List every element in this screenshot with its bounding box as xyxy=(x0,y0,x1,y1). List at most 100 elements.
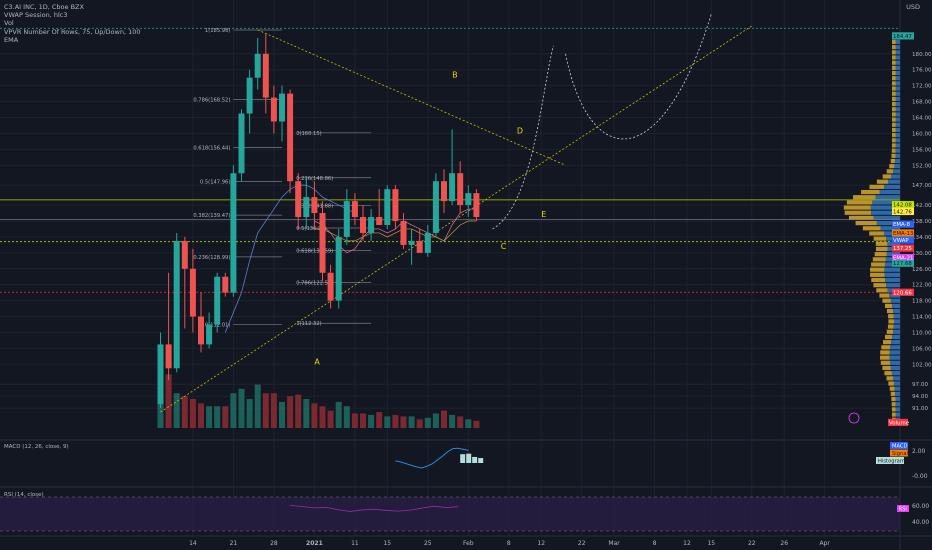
macd-histogram-bar xyxy=(466,453,472,463)
price-tick: 138.00 xyxy=(912,219,932,225)
price-tag-label: EMA-13 xyxy=(893,231,913,237)
profile-bar xyxy=(844,210,872,215)
date-tick: 26 xyxy=(780,540,788,547)
volume-bar xyxy=(173,393,180,428)
symbol-title[interactable]: C3.AI INC, 1D, Cboe BZX xyxy=(4,3,84,11)
profile-bar xyxy=(872,200,900,205)
price-tick: 102.00 xyxy=(912,362,932,368)
profile-bar xyxy=(895,127,900,133)
time-axis[interactable]: 14 21 28 2021 11 15 25 Feb 8 12 22 Mar 8 12 15 22 26 Apr xyxy=(189,540,830,547)
price-tick: 152.00 xyxy=(912,163,932,169)
fib-level-label: 0.618(130.59) xyxy=(296,248,333,254)
profile-bar xyxy=(892,96,896,101)
price-tag-label: Volume xyxy=(889,420,910,426)
macd-tag-label: MACD xyxy=(892,444,908,450)
date-tick: Feb xyxy=(463,540,474,547)
profile-bar xyxy=(895,117,900,122)
profile-bar xyxy=(895,55,900,60)
profile-bar xyxy=(892,60,896,65)
profile-bar xyxy=(884,334,893,340)
price-tag xyxy=(892,254,914,262)
candle-body xyxy=(238,113,245,174)
date-tick: 12 xyxy=(683,540,691,547)
volume-bar xyxy=(368,414,375,428)
volume-bar xyxy=(360,413,366,428)
profile-bar xyxy=(891,143,896,148)
profile-bar xyxy=(895,402,900,407)
candle-body xyxy=(311,197,318,214)
macd-tag xyxy=(876,457,904,464)
profile-bar xyxy=(891,396,896,402)
candle-body xyxy=(449,173,456,202)
candle-body xyxy=(408,240,415,245)
candle-body xyxy=(173,240,180,369)
profile-bar xyxy=(871,210,900,215)
volume-bar xyxy=(449,414,456,428)
fib-level-label: 1(185.98) xyxy=(205,28,231,34)
indicator-vpvr[interactable]: VPVR Number Of Rows, 75, Up/Down, 100 xyxy=(4,27,141,36)
profile-bar xyxy=(890,158,896,164)
price-tag xyxy=(892,32,914,40)
indicator-ema[interactable]: EMA xyxy=(4,35,19,44)
price-tick: 180.00 xyxy=(912,52,932,58)
volume-bar xyxy=(181,396,188,428)
date-tick: 2021 xyxy=(306,540,323,547)
candle-body xyxy=(165,344,172,369)
candle-body xyxy=(368,217,375,233)
currency-label[interactable]: USD xyxy=(906,3,920,11)
price-tick: 110.00 xyxy=(912,330,932,336)
macd-tick: 2.00 xyxy=(912,448,926,455)
price-tag-label: 127.68 xyxy=(893,261,912,267)
candle-body xyxy=(360,217,366,233)
profile-bar xyxy=(879,293,890,298)
profile-bar xyxy=(892,81,896,86)
date-tick: 28 xyxy=(270,540,278,547)
volume-bar xyxy=(319,406,326,428)
profile-bar xyxy=(861,189,880,195)
profile-bar xyxy=(895,65,900,70)
price-tag xyxy=(892,288,914,296)
chart-legend: C3.AI INC, 1D, Cboe BZX VWAP Session, hl… xyxy=(4,3,141,44)
price-tag xyxy=(892,220,914,228)
volume-bar xyxy=(254,384,261,428)
price-tick: 142.00 xyxy=(912,203,932,209)
profile-bar xyxy=(892,107,896,112)
annotation-e: E xyxy=(541,210,546,219)
profile-bar xyxy=(887,179,900,184)
profile-bar xyxy=(887,324,894,329)
profile-bar xyxy=(895,153,900,158)
candle-body xyxy=(432,181,439,233)
profile-bar xyxy=(895,60,900,65)
profile-bar xyxy=(873,236,887,241)
profile-bar xyxy=(888,314,894,319)
price-axis[interactable]: 91.00 94.00 97.00 102.00 106.00 110.00 114.00 1… xyxy=(888,32,932,426)
profile-bar xyxy=(891,148,896,153)
profile-bar xyxy=(892,303,900,308)
candle-body xyxy=(270,97,277,122)
profile-bar xyxy=(884,184,900,189)
candle-body xyxy=(473,193,480,218)
earnings-marker xyxy=(848,412,860,424)
profile-bar xyxy=(893,319,900,324)
volume-bar xyxy=(327,410,334,428)
price-tag-label: 137.25 xyxy=(893,246,912,252)
candle-body xyxy=(384,189,391,225)
profile-bar xyxy=(895,70,900,76)
rsi-band xyxy=(0,497,900,531)
volume-bar xyxy=(408,416,415,428)
rsi-line xyxy=(290,505,459,512)
volume-bar xyxy=(465,419,472,428)
indicator-volume[interactable]: Vol xyxy=(4,19,14,28)
profile-bar xyxy=(895,407,900,412)
indicator-vwap[interactable]: VWAP Session, hlc3 xyxy=(4,11,68,20)
price-tick: 134.00 xyxy=(912,235,932,241)
macd-tag-label: Signal xyxy=(892,451,908,457)
rsi-tick: 40.00 xyxy=(912,519,929,526)
profile-bar xyxy=(893,381,900,386)
volume-bar xyxy=(230,393,237,428)
price-tag-label: 184.47 xyxy=(893,34,912,40)
volume-bar xyxy=(270,393,277,428)
volume-bar xyxy=(246,399,253,428)
profile-bar xyxy=(882,298,891,303)
